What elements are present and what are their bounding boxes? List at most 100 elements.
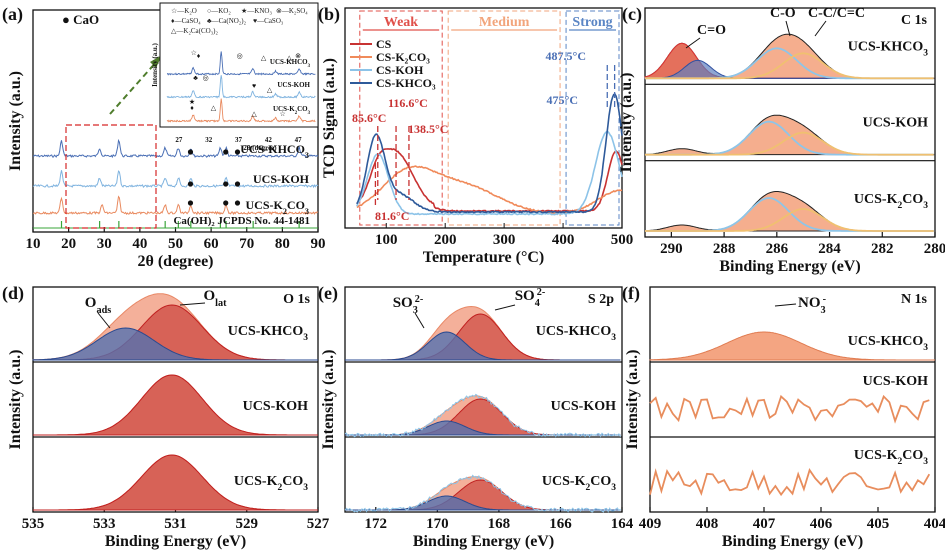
inset-phase-marker: △ xyxy=(267,86,273,94)
component-o-lat xyxy=(33,454,318,511)
sample-label: UCS-KOH xyxy=(551,399,616,414)
panel-label: (c) xyxy=(622,4,642,25)
x-tick-label: 80 xyxy=(275,236,290,252)
peak-label-o-ads: Oads xyxy=(85,295,111,316)
sample-label: UCS-KHCO3 xyxy=(848,39,928,58)
inset: ☆—K₂O ○—KO₂ ★—KNO₃ ⊗—K₂SO₄ ♦—CaSO₄ ♣—Ca(NO₂)₂… xyxy=(151,2,319,152)
peak-annotation: 116.6°C xyxy=(388,96,428,110)
raw-spectrum xyxy=(344,393,621,438)
x-tick-label: 20 xyxy=(61,236,76,252)
spectrum-label: C 1s xyxy=(901,13,928,28)
tpd-curve-CS-KHCO₃ xyxy=(356,92,623,214)
x-axis-title: Binding Energy (eV) xyxy=(719,258,860,275)
x-tick-label: 168 xyxy=(488,516,511,532)
x-tick-label: 407 xyxy=(753,516,776,532)
panel-a-xrd: (a) 10 20 30 40 50 60 70 80 90 2θ (degree) Intensit… xyxy=(2,2,326,270)
inset-tick-label: 42 xyxy=(265,136,273,144)
x-tick-label: 406 xyxy=(810,516,833,532)
x-tick-label: 60 xyxy=(204,236,219,252)
x-tick-label: 408 xyxy=(696,516,719,532)
x-tick-label: 404 xyxy=(924,516,945,532)
zoom-arrowhead xyxy=(150,55,162,68)
spectrum-label: N 1s xyxy=(901,292,928,307)
x-tick-label: 170 xyxy=(426,516,449,532)
x-tick-label: 284 xyxy=(818,241,841,257)
x-tick-label: 535 xyxy=(22,516,45,532)
sample-label: UCS-KOH xyxy=(863,116,928,131)
inset-phase-marker: ☆ xyxy=(191,49,197,57)
inset-phase-marker: ♦ xyxy=(190,104,194,112)
x-tick-label: 290 xyxy=(660,241,683,257)
inset-tick-label: 37 xyxy=(235,136,243,144)
cao-marker xyxy=(187,149,194,155)
inset-legend-item: ♥—CaSO₃ xyxy=(253,17,284,25)
inset-trace xyxy=(166,51,316,76)
zoom-box xyxy=(65,124,157,229)
peak-pointer xyxy=(414,312,425,329)
region-label: Strong xyxy=(572,15,612,30)
panel-d-o1s: (d) 535 533 531 529 527 Binding Energy (eV) Int… xyxy=(2,283,330,550)
x-axis-title: 2θ (degree) xyxy=(137,253,213,270)
component-so3 xyxy=(345,420,621,436)
sample-label: UCS-K2CO3 xyxy=(234,474,308,493)
sample-label: UCS-KOH xyxy=(253,172,310,186)
peak-label-so3: SO32- xyxy=(393,294,424,316)
x-tick-label: 70 xyxy=(239,236,254,252)
x-tick-label: 280 xyxy=(924,241,945,257)
peak-pointer xyxy=(774,303,797,307)
sample-label: UCS-KHCO3 xyxy=(270,58,311,69)
x-tick-label: 286 xyxy=(766,241,789,257)
region-label: Weak xyxy=(384,15,418,30)
y-axis-title: Intensity (a.u.) xyxy=(624,349,641,449)
inset-trace xyxy=(166,75,316,99)
cao-marker xyxy=(187,181,194,187)
x-tick-label: 282 xyxy=(871,241,894,257)
spectrum-label: S 2p xyxy=(588,292,614,307)
legend-label: CS-KHCO₃ xyxy=(376,76,436,90)
sample-label: UCS-K2CO3 xyxy=(246,198,310,216)
sample-label: UCS-KHCO3 xyxy=(228,324,308,343)
component-o-ads xyxy=(32,327,318,361)
tpd-curve-CS-KOH xyxy=(356,130,623,216)
inset-frame xyxy=(159,2,319,128)
peak-pointer xyxy=(179,302,206,306)
x-tick-label: 400 xyxy=(552,232,575,248)
xrd-line-UCS-KOH xyxy=(32,170,319,189)
sample-label: UCS-K2CO3 xyxy=(854,448,928,467)
cao-marker xyxy=(234,200,241,206)
x-tick-label: 405 xyxy=(867,516,890,532)
x-tick-label: 164 xyxy=(611,516,634,532)
inset-trace xyxy=(166,98,316,123)
sample-label: UCS-K2CO3 xyxy=(273,105,311,116)
inset-phase-marker: ⊗ xyxy=(295,52,301,60)
plot-frame xyxy=(649,286,936,513)
inset-phase-marker: ☆ xyxy=(279,110,285,118)
x-tick-label: 533 xyxy=(93,516,116,532)
panel-b-tpd: (b) Weak Medium Strong 100 200 300 400 500 Temper… xyxy=(318,4,633,266)
panel-c-c1s: (c) 290 288 286 284 282 280 Binding Energy (eV)… xyxy=(618,4,945,275)
component-c-c xyxy=(645,131,934,156)
inset-phase-marker: △ xyxy=(286,54,292,62)
peak-annotation: 85.6°C xyxy=(352,111,386,125)
sample-label: UCS-KOH xyxy=(243,399,308,414)
component-no3 xyxy=(649,331,935,361)
x-axis-title: Binding Energy (eV) xyxy=(722,533,863,550)
peak-pointer xyxy=(685,37,701,49)
sample-label: UCS-K2CO3 xyxy=(854,192,928,211)
inset-phase-marker: ♣ xyxy=(193,74,198,82)
sample-label: UCS-KOH xyxy=(863,374,928,389)
x-tick-label: 40 xyxy=(132,236,147,252)
region-label: Medium xyxy=(479,15,530,30)
peak-pointer xyxy=(97,312,111,329)
inset-legend-item: ♦—CaSO₄ xyxy=(171,17,201,25)
component-so3 xyxy=(345,331,621,361)
sample-label: UCS-KHCO3 xyxy=(240,142,309,160)
panel-label: (e) xyxy=(318,283,338,304)
component-o-lat xyxy=(33,374,318,436)
sample-label: UCS-KHCO3 xyxy=(848,334,928,353)
inset-legend-item: ★—KNO₃ xyxy=(241,7,272,15)
peak-label-so4: SO42- xyxy=(515,287,546,309)
panel-e-s2p: (e) 172 170 168 166 164 Binding Energy (eV) Int… xyxy=(318,283,634,550)
component-c-c xyxy=(645,208,934,232)
inset-phase-marker: △ xyxy=(211,104,217,112)
